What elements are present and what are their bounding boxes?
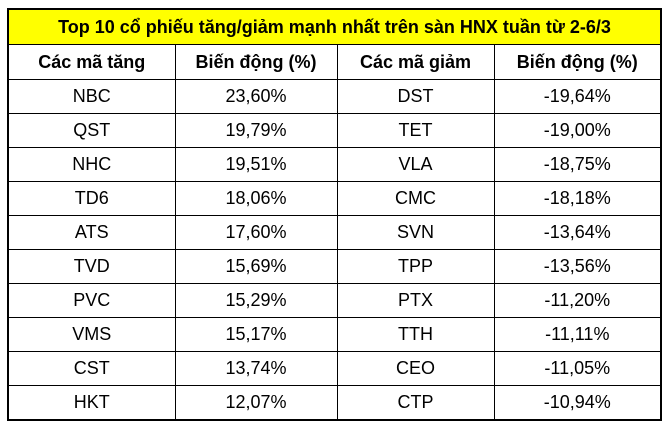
header-row: Các mã tăng Biến động (%) Các mã giảm Biến … [7, 44, 662, 80]
table-title: Top 10 cổ phiếu tăng/giảm mạnh nhất trên… [7, 8, 662, 45]
table-row: NBC 23,60% DST -19,64% [7, 79, 662, 114]
table-row: VMS 15,17% TTH -11,11% [7, 317, 662, 352]
header-cell: Biến động (%) [174, 44, 338, 80]
table-cell: QST [7, 113, 176, 148]
table-cell: -18,75% [493, 147, 662, 182]
table-cell: PTX [336, 283, 495, 318]
table-cell: -13,56% [493, 249, 662, 284]
table-cell: 19,79% [174, 113, 338, 148]
data-table: Top 10 cổ phiếu tăng/giảm mạnh nhất trên… [7, 8, 663, 421]
table-cell: VLA [336, 147, 495, 182]
table-row: TVD 15,69% TPP -13,56% [7, 249, 662, 284]
table-cell: TTH [336, 317, 495, 352]
table-cell: -19,00% [493, 113, 662, 148]
table-row: NHC 19,51% VLA -18,75% [7, 147, 662, 182]
table-cell: NBC [7, 79, 176, 114]
table-cell: 18,06% [174, 181, 338, 216]
table-cell: NHC [7, 147, 176, 182]
title-row: Top 10 cổ phiếu tăng/giảm mạnh nhất trên… [7, 8, 662, 45]
table-row: PVC 15,29% PTX -11,20% [7, 283, 662, 318]
table-cell: -13,64% [493, 215, 662, 250]
table-cell: ATS [7, 215, 176, 250]
table-row: ATS 17,60% SVN -13,64% [7, 215, 662, 250]
table-cell: -11,20% [493, 283, 662, 318]
table-cell: 12,07% [174, 385, 338, 421]
table-cell: TPP [336, 249, 495, 284]
table-cell: CEO [336, 351, 495, 386]
table-cell: HKT [7, 385, 176, 421]
table-cell: 15,69% [174, 249, 338, 284]
table-cell: 15,29% [174, 283, 338, 318]
table-cell: -11,11% [493, 317, 662, 352]
table-row: TD6 18,06% CMC -18,18% [7, 181, 662, 216]
table-body: Top 10 cổ phiếu tăng/giảm mạnh nhất trên… [7, 8, 662, 421]
table-row: CST 13,74% CEO -11,05% [7, 351, 662, 386]
table-cell: -11,05% [493, 351, 662, 386]
table-cell: SVN [336, 215, 495, 250]
table-row: QST 19,79% TET -19,00% [7, 113, 662, 148]
table-cell: -18,18% [493, 181, 662, 216]
table-cell: VMS [7, 317, 176, 352]
header-cell: Các mã giảm [336, 44, 495, 80]
table-cell: -10,94% [493, 385, 662, 421]
table-cell: TD6 [7, 181, 176, 216]
table-cell: 23,60% [174, 79, 338, 114]
table-cell: PVC [7, 283, 176, 318]
table-cell: -19,64% [493, 79, 662, 114]
table-row: HKT 12,07% CTP -10,94% [7, 385, 662, 421]
table-cell: DST [336, 79, 495, 114]
header-cell: Các mã tăng [7, 44, 176, 80]
table-cell: TET [336, 113, 495, 148]
table-cell: CMC [336, 181, 495, 216]
table-cell: CTP [336, 385, 495, 421]
table-cell: CST [7, 351, 176, 386]
table-cell: 15,17% [174, 317, 338, 352]
table-cell: 13,74% [174, 351, 338, 386]
header-cell: Biến động (%) [493, 44, 662, 80]
table-cell: TVD [7, 249, 176, 284]
table-cell: 19,51% [174, 147, 338, 182]
table-cell: 17,60% [174, 215, 338, 250]
